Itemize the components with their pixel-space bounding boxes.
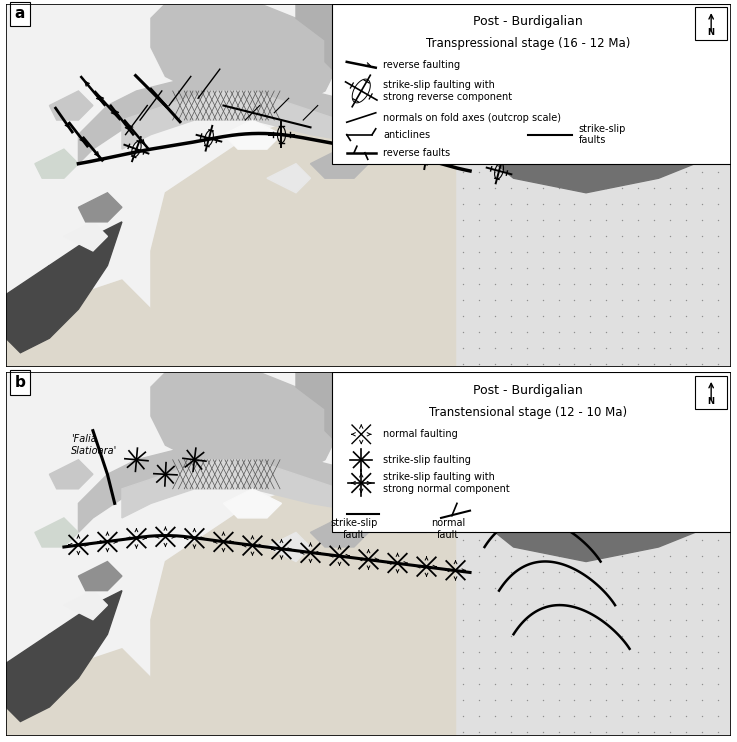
Text: reverse faults: reverse faults bbox=[383, 148, 450, 158]
Text: normal faulting: normal faulting bbox=[383, 430, 458, 439]
Polygon shape bbox=[35, 518, 78, 547]
Polygon shape bbox=[223, 489, 282, 518]
Polygon shape bbox=[455, 4, 731, 120]
Polygon shape bbox=[64, 591, 108, 620]
Text: N: N bbox=[708, 397, 715, 406]
Bar bbox=[332, 4, 731, 164]
Polygon shape bbox=[455, 372, 731, 562]
Polygon shape bbox=[383, 134, 441, 164]
Polygon shape bbox=[310, 149, 368, 178]
Bar bbox=[332, 372, 731, 533]
Text: anticlines: anticlines bbox=[383, 130, 430, 139]
Polygon shape bbox=[78, 445, 441, 533]
Polygon shape bbox=[412, 4, 455, 105]
Text: strike-slip faulting: strike-slip faulting bbox=[383, 455, 471, 464]
Text: strike-slip faulting with
strong normal component: strike-slip faulting with strong normal … bbox=[383, 472, 510, 494]
Polygon shape bbox=[383, 503, 441, 533]
Polygon shape bbox=[78, 562, 122, 591]
Polygon shape bbox=[412, 372, 455, 474]
Polygon shape bbox=[21, 634, 64, 685]
Polygon shape bbox=[267, 533, 310, 562]
Polygon shape bbox=[180, 91, 253, 120]
Text: reverse faulting: reverse faulting bbox=[383, 60, 460, 70]
Text: Post - Burdigalian: Post - Burdigalian bbox=[473, 384, 583, 397]
Polygon shape bbox=[296, 4, 427, 76]
Text: Post - Burdigalian: Post - Burdigalian bbox=[473, 16, 583, 28]
Text: N: N bbox=[708, 28, 715, 37]
Bar bbox=[695, 7, 727, 40]
Polygon shape bbox=[78, 193, 122, 222]
Bar bbox=[455, 4, 731, 367]
Polygon shape bbox=[151, 4, 340, 113]
Polygon shape bbox=[151, 372, 340, 482]
Polygon shape bbox=[35, 149, 78, 178]
Polygon shape bbox=[122, 460, 368, 518]
Bar bbox=[455, 372, 731, 736]
Polygon shape bbox=[6, 280, 165, 367]
Text: strike-slip faulting with
strong reverse component: strike-slip faulting with strong reverse… bbox=[383, 80, 512, 102]
Polygon shape bbox=[6, 149, 108, 251]
Text: 'Falia
Slatioara': 'Falia Slatioara' bbox=[71, 434, 117, 456]
Text: strike-slip
faults: strike-slip faults bbox=[579, 124, 626, 145]
Polygon shape bbox=[6, 518, 108, 620]
Text: a: a bbox=[15, 6, 25, 22]
Polygon shape bbox=[455, 372, 731, 489]
Polygon shape bbox=[6, 649, 165, 736]
Polygon shape bbox=[310, 518, 368, 547]
Polygon shape bbox=[223, 120, 282, 149]
Polygon shape bbox=[151, 489, 455, 736]
Polygon shape bbox=[49, 91, 93, 120]
Polygon shape bbox=[180, 460, 253, 489]
Bar bbox=[695, 376, 727, 409]
Polygon shape bbox=[122, 91, 368, 149]
Polygon shape bbox=[296, 372, 427, 445]
Polygon shape bbox=[267, 164, 310, 193]
Text: strike-slip
fault: strike-slip fault bbox=[330, 518, 377, 539]
Polygon shape bbox=[6, 591, 122, 721]
Text: Transpressional stage (16 - 12 Ma): Transpressional stage (16 - 12 Ma) bbox=[426, 37, 630, 50]
Text: b: b bbox=[15, 375, 26, 390]
Text: normal
fault: normal fault bbox=[431, 518, 465, 539]
Polygon shape bbox=[49, 460, 93, 489]
Polygon shape bbox=[455, 4, 731, 193]
Text: Transtensional stage (12 - 10 Ma): Transtensional stage (12 - 10 Ma) bbox=[429, 406, 627, 419]
Polygon shape bbox=[151, 120, 455, 367]
Polygon shape bbox=[6, 222, 122, 352]
Polygon shape bbox=[6, 4, 165, 105]
Polygon shape bbox=[6, 372, 165, 474]
Polygon shape bbox=[78, 76, 441, 164]
Polygon shape bbox=[64, 222, 108, 251]
Text: normals on fold axes (outcrop scale): normals on fold axes (outcrop scale) bbox=[383, 113, 561, 122]
Polygon shape bbox=[21, 266, 64, 316]
